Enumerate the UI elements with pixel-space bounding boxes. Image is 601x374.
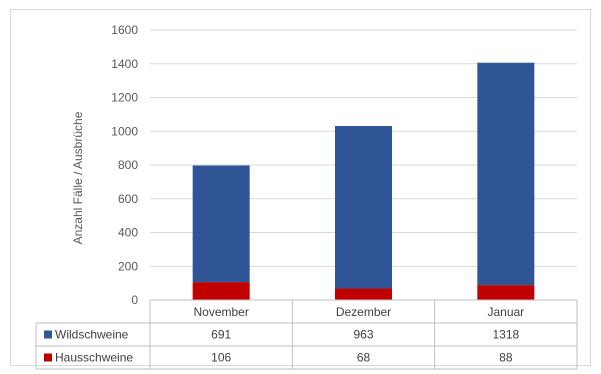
- bar-wildschweine-november: [192, 165, 250, 283]
- y-tick-label: 200: [118, 259, 138, 273]
- table-value: 963: [353, 328, 373, 342]
- y-tick-label: 1200: [111, 91, 138, 105]
- table-value: 1318: [492, 328, 519, 342]
- legend-label: Wildschweine: [55, 328, 129, 342]
- bar-wildschweine-dezember: [335, 126, 392, 289]
- bar-hausschweine-dezember: [335, 288, 392, 300]
- bar-hausschweine-november: [192, 282, 250, 300]
- bar-hausschweine-januar: [477, 285, 535, 300]
- table-value: 106: [211, 351, 231, 365]
- y-tick-label: 0: [131, 293, 138, 307]
- y-axis-label: Anzahl Fälle / Ausbrüche: [71, 111, 85, 244]
- y-tick-label: 1000: [111, 124, 138, 138]
- y-tick-label: 1600: [111, 23, 138, 37]
- legend-key-wildschweine: [44, 330, 52, 339]
- y-tick-label: 400: [118, 226, 138, 240]
- y-tick-label: 1400: [111, 57, 138, 71]
- table-value: 68: [357, 351, 371, 365]
- y-tick-label: 800: [118, 158, 138, 172]
- table-value: 691: [211, 328, 231, 342]
- data-table: November Dezember Januar Wildschweine 691 963…: [35, 299, 578, 370]
- category-label: November: [193, 305, 248, 319]
- bar-wildschweine-januar: [477, 62, 535, 286]
- y-tick-labels: 0 200 400 600 800 1000 1200 1400 1600: [111, 23, 138, 307]
- table-value: 88: [499, 351, 513, 365]
- category-label: Dezember: [336, 305, 391, 319]
- y-tick-label: 600: [118, 192, 138, 206]
- category-label: Januar: [487, 305, 524, 319]
- bars: [192, 62, 535, 300]
- legend-key-hausschweine: [44, 353, 52, 362]
- legend-label: Hausschweine: [55, 351, 133, 365]
